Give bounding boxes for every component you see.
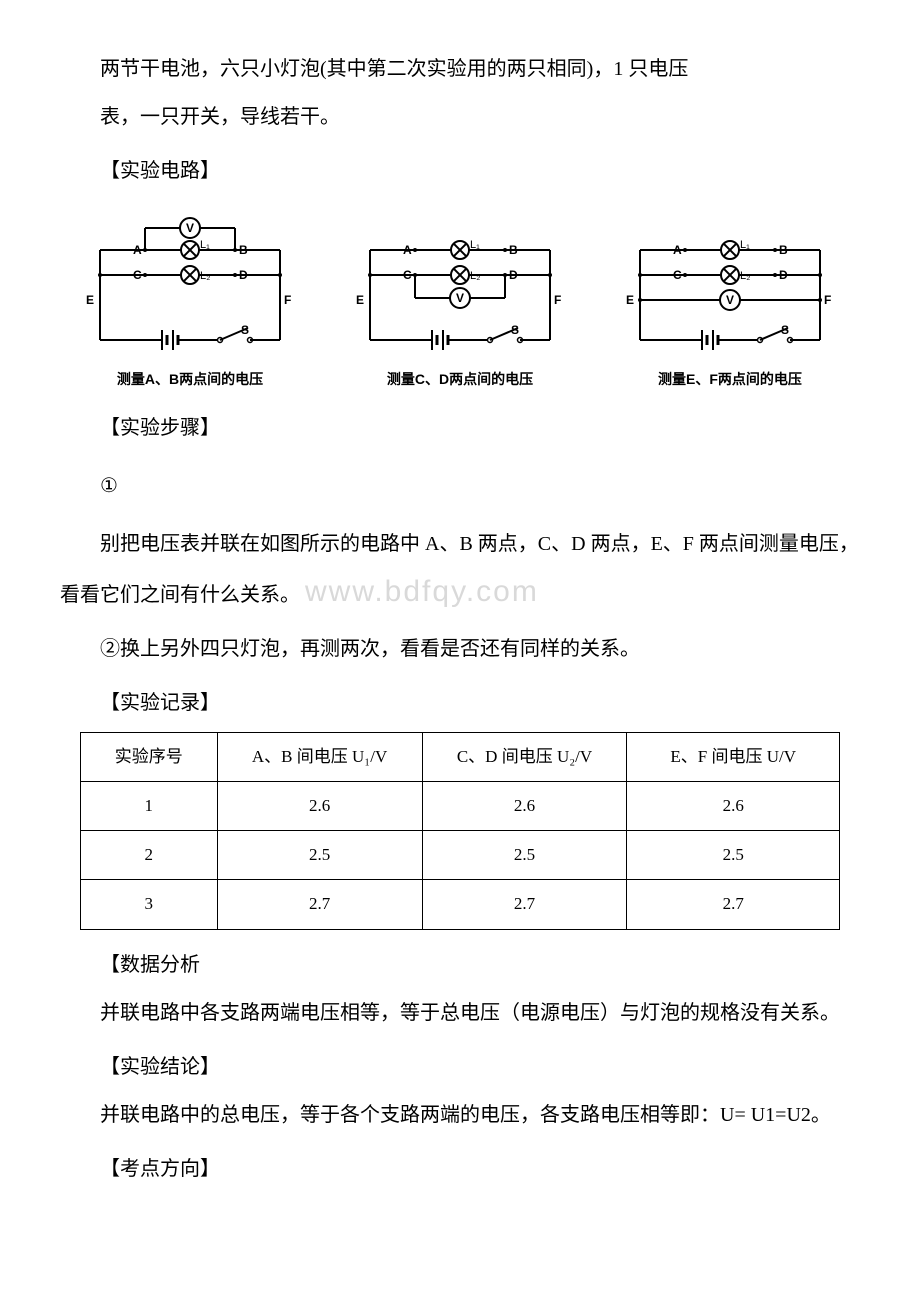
section-circuit: 【实验电路】 bbox=[60, 152, 860, 190]
table-header-cell: A、B 间电压 U₁/V bbox=[217, 732, 422, 781]
circuit-caption-1: 测量A、B两点间的电压 bbox=[117, 366, 263, 393]
table-cell: 1 bbox=[81, 781, 218, 830]
svg-text:C: C bbox=[133, 268, 142, 282]
svg-text:D: D bbox=[509, 268, 518, 282]
svg-text:B: B bbox=[779, 243, 788, 257]
table-header-row: 实验序号A、B 间电压 U₁/VC、D 间电压 U₂/VE、F 间电压 U/V bbox=[81, 732, 840, 781]
data-table: 实验序号A、B 间电压 U₁/VC、D 间电压 U₂/VE、F 间电压 U/V … bbox=[80, 732, 840, 930]
svg-text:A: A bbox=[133, 243, 142, 257]
svg-text:S: S bbox=[241, 323, 249, 337]
svg-text:D: D bbox=[239, 268, 248, 282]
svg-text:L₂: L₂ bbox=[200, 270, 210, 282]
svg-text:S: S bbox=[781, 323, 789, 337]
intro-paragraph-2: 表，一只开关，导线若干。 bbox=[60, 98, 860, 136]
table-header-cell: C、D 间电压 U₂/V bbox=[422, 732, 627, 781]
svg-text:L₂: L₂ bbox=[470, 270, 480, 282]
svg-text:S: S bbox=[511, 323, 519, 337]
table-cell: 2.5 bbox=[627, 831, 840, 880]
intro-paragraph-1: 两节干电池，六只小灯泡(其中第二次实验用的两只相同)，1 只电压 bbox=[60, 50, 860, 88]
watermark-text: www.bdfqy.com bbox=[305, 575, 539, 608]
table-cell: 3 bbox=[81, 880, 218, 929]
svg-text:V: V bbox=[726, 293, 734, 307]
svg-text:E: E bbox=[356, 293, 364, 307]
table-cell: 2 bbox=[81, 831, 218, 880]
table-header-cell: E、F 间电压 U/V bbox=[627, 732, 840, 781]
section-analysis: 【数据分析 bbox=[60, 946, 860, 984]
step-2: ②换上另外四只灯泡，再测两次，看看是否还有同样的关系。 bbox=[60, 630, 860, 668]
svg-text:F: F bbox=[824, 293, 831, 307]
svg-text:V: V bbox=[456, 291, 464, 305]
section-conclusion: 【实验结论】 bbox=[60, 1048, 860, 1086]
svg-text:B: B bbox=[509, 243, 518, 257]
table-cell: 2.7 bbox=[217, 880, 422, 929]
section-steps: 【实验步骤】 bbox=[60, 409, 860, 447]
svg-text:B: B bbox=[239, 243, 248, 257]
svg-text:A: A bbox=[403, 243, 412, 257]
svg-text:C: C bbox=[673, 268, 682, 282]
table-cell: 2.7 bbox=[627, 880, 840, 929]
circuit-caption-2: 测量C、D两点间的电压 bbox=[387, 366, 533, 393]
table-cell: 2.5 bbox=[422, 831, 627, 880]
svg-text:L₁: L₁ bbox=[470, 239, 480, 251]
table-cell: 2.7 bbox=[422, 880, 627, 929]
svg-text:F: F bbox=[554, 293, 561, 307]
circuit-diagram-1: L₁ L₂ A B C D E F S V 测量A、B两点间的电压 bbox=[80, 210, 300, 393]
svg-text:D: D bbox=[779, 268, 788, 282]
table-row: 32.72.72.7 bbox=[81, 880, 840, 929]
svg-text:C: C bbox=[403, 268, 412, 282]
conclusion-body: 并联电路中的总电压，等于各个支路两端的电压，各支路电压相等即：U= U1=U2。 bbox=[60, 1096, 860, 1134]
svg-text:V: V bbox=[186, 221, 194, 235]
table-body: 12.62.62.622.52.52.532.72.72.7 bbox=[81, 781, 840, 929]
svg-text:L₁: L₁ bbox=[200, 239, 210, 251]
analysis-body: 并联电路中各支路两端电压相等，等于总电压（电源电压）与灯泡的规格没有关系。 bbox=[60, 994, 860, 1032]
svg-text:E: E bbox=[86, 293, 94, 307]
circuit-diagram-row: L₁ L₂ A B C D E F S V 测量A、B两点间的电压 L₁ L₂ A B C D E F S V 测量… bbox=[60, 210, 860, 393]
table-row: 12.62.62.6 bbox=[81, 781, 840, 830]
table-cell: 2.6 bbox=[627, 781, 840, 830]
svg-text:F: F bbox=[284, 293, 291, 307]
svg-text:L₁: L₁ bbox=[740, 239, 750, 251]
table-header-cell: 实验序号 bbox=[81, 732, 218, 781]
step-1-body: 别把电压表并联在如图所示的电路中 A、B 两点，C、D 两点，E、F 两点间测量… bbox=[60, 525, 860, 620]
circuit-svg-1: L₁ L₂ A B C D E F S V bbox=[80, 210, 300, 360]
table-cell: 2.6 bbox=[217, 781, 422, 830]
section-direction: 【考点方向】 bbox=[60, 1150, 860, 1188]
table-row: 22.52.52.5 bbox=[81, 831, 840, 880]
circuit-caption-3: 测量E、F两点间的电压 bbox=[658, 366, 802, 393]
svg-text:A: A bbox=[673, 243, 682, 257]
circuit-diagram-3: L₁ L₂ A B C D E F S V 测量E、F两点间的电压 bbox=[620, 210, 840, 393]
svg-text:L₂: L₂ bbox=[740, 270, 750, 282]
table-cell: 2.5 bbox=[217, 831, 422, 880]
svg-text:E: E bbox=[626, 293, 634, 307]
step-1-number: ① bbox=[60, 467, 118, 505]
circuit-svg-2: L₁ L₂ A B C D E F S V bbox=[350, 210, 570, 360]
circuit-diagram-2: L₁ L₂ A B C D E F S V 测量C、D两点间的电压 bbox=[350, 210, 570, 393]
circuit-svg-3: L₁ L₂ A B C D E F S V bbox=[620, 210, 840, 360]
table-cell: 2.6 bbox=[422, 781, 627, 830]
section-record: 【实验记录】 bbox=[60, 684, 860, 722]
